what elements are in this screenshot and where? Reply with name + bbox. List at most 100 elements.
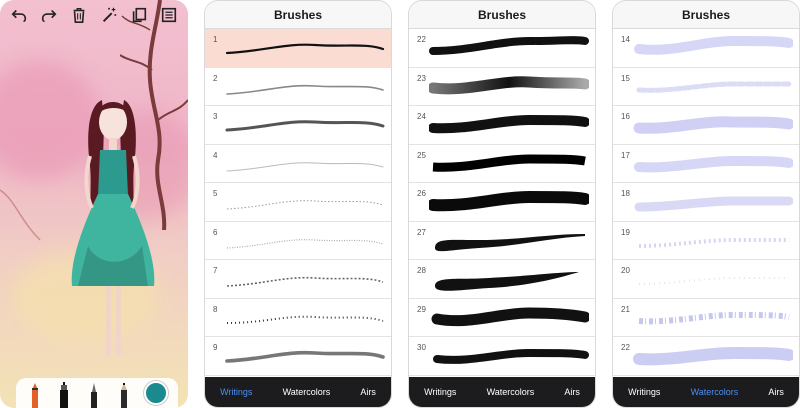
brush-item[interactable]: 19: [613, 222, 799, 260]
brush-preview: [225, 120, 385, 132]
tab-airs[interactable]: Airs: [360, 387, 376, 397]
tree-branch: [0, 189, 41, 241]
brush-preview: [429, 36, 589, 55]
brush-number: 21: [621, 304, 630, 314]
brush-preview: [225, 350, 385, 363]
brush-number: 25: [417, 150, 426, 160]
redo-icon[interactable]: [38, 4, 60, 26]
brush-item[interactable]: 25: [409, 145, 595, 183]
brush-number: 16: [621, 112, 630, 121]
brush-preview: [226, 238, 384, 249]
tab-writings[interactable]: Writings: [424, 387, 457, 397]
brush-preview: [226, 200, 384, 210]
tool-tray: [16, 378, 178, 408]
layers-icon[interactable]: [158, 4, 180, 26]
brush-item[interactable]: 6: [205, 222, 391, 260]
tab-airs[interactable]: Airs: [768, 387, 784, 397]
ink-pen-tool[interactable]: [55, 380, 73, 408]
brush-item[interactable]: 3: [205, 106, 391, 145]
tab-airs[interactable]: Airs: [564, 387, 580, 397]
brush-number: 22: [417, 35, 426, 44]
brush-number: 18: [621, 189, 630, 198]
brush-number: 23: [417, 73, 426, 83]
brush-item[interactable]: 16: [613, 106, 799, 145]
duplicate-icon[interactable]: [128, 4, 150, 26]
brush-preview: [638, 311, 790, 324]
brush-item[interactable]: 1: [205, 29, 391, 68]
brush-item[interactable]: 29: [409, 299, 595, 337]
brush-preview: [638, 237, 789, 248]
brush-item[interactable]: 9: [205, 337, 391, 376]
brush-preview: [429, 190, 589, 212]
magic-wand-icon[interactable]: [98, 4, 120, 26]
brush-item[interactable]: 15: [613, 68, 799, 106]
brush-preview: [429, 114, 589, 134]
brush-number: 7: [213, 266, 218, 275]
brush-list: 14 15 16 17 18 19: [613, 29, 799, 377]
brush-tool[interactable]: [85, 380, 103, 408]
brush-item[interactable]: 2: [205, 68, 391, 106]
tab-writings[interactable]: Writings: [220, 387, 253, 397]
brush-preview: [431, 306, 589, 326]
brush-item[interactable]: 23: [409, 68, 595, 106]
brush-item[interactable]: 4: [205, 145, 391, 183]
brush-number: 6: [213, 227, 218, 237]
brush-preview: [226, 161, 384, 171]
brush-preview: [225, 43, 385, 55]
brush-number: 9: [213, 343, 218, 352]
brush-list: 22 23 24 25 26: [409, 29, 595, 377]
brush-item[interactable]: 21: [613, 299, 799, 337]
brushes-watercolors-screen: Brushes 14 15 16 17 18: [612, 0, 800, 408]
brush-number: 4: [213, 150, 218, 160]
brush-preview: [636, 81, 792, 93]
brushes-writings-screen: Brushes 1 2 3 4 5 6: [204, 0, 392, 408]
brush-number: 8: [213, 304, 218, 314]
panel-title: Brushes: [273, 7, 323, 22]
brush-item[interactable]: 22: [409, 29, 595, 68]
brush-number: 22: [621, 343, 630, 352]
brush-preview: [634, 155, 793, 172]
brush-item[interactable]: 18: [613, 183, 799, 222]
brush-number: 27: [417, 227, 426, 237]
panel-title: Brushes: [681, 7, 731, 22]
brush-preview: [634, 196, 793, 212]
brush-number: 15: [621, 73, 630, 83]
brush-number: 2: [213, 73, 218, 83]
trash-icon[interactable]: [68, 4, 90, 26]
brush-preview: [638, 277, 789, 285]
pencil-tool[interactable]: [115, 380, 133, 408]
color-swatch[interactable]: [144, 381, 169, 405]
marker-tool[interactable]: [26, 380, 44, 408]
brush-item[interactable]: 28: [409, 260, 595, 299]
brush-item[interactable]: 7: [205, 260, 391, 299]
undo-icon[interactable]: [8, 4, 30, 26]
paint-blob: [0, 60, 100, 180]
brush-item[interactable]: 14: [613, 29, 799, 68]
brush-item[interactable]: 22: [613, 337, 799, 376]
canvas-screen: [0, 0, 188, 408]
brush-preview: [433, 348, 589, 364]
brush-item[interactable]: 27: [409, 222, 595, 260]
brush-preview: [435, 272, 579, 291]
brush-item[interactable]: 30: [409, 337, 595, 376]
brush-item[interactable]: 17: [613, 145, 799, 183]
tab-watercolors[interactable]: Watercolors: [282, 387, 331, 397]
tab-writings[interactable]: Writings: [628, 387, 661, 397]
brush-item[interactable]: 20: [613, 260, 799, 299]
brush-number: 30: [417, 343, 426, 352]
brush-item[interactable]: 8: [205, 299, 391, 337]
canvas-toolbar: [0, 0, 188, 30]
panel-header: Brushes: [613, 1, 799, 29]
brush-number: 24: [417, 112, 426, 121]
brush-number: 17: [621, 150, 630, 160]
brush-number: 19: [621, 227, 630, 237]
tab-watercolors[interactable]: Watercolors: [690, 387, 739, 397]
panel-header: Brushes: [205, 1, 391, 29]
brush-preview: [226, 315, 384, 324]
brush-item[interactable]: 26: [409, 183, 595, 222]
brush-item[interactable]: 5: [205, 183, 391, 222]
tab-watercolors[interactable]: Watercolors: [486, 387, 535, 397]
brush-item[interactable]: 24: [409, 106, 595, 145]
panel-title: Brushes: [477, 7, 527, 22]
brush-category-tabs: Writings Watercolors Airs: [409, 377, 595, 407]
